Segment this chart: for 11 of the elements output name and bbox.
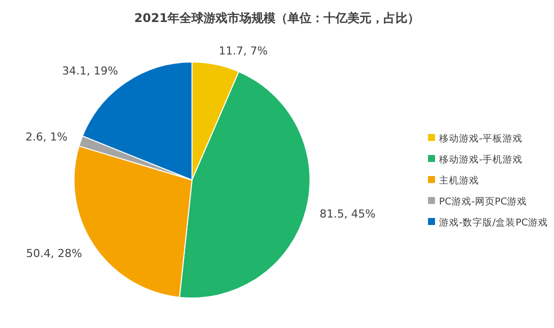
data-label: 34.1, 19% (62, 64, 118, 78)
legend-label: PC游戏-网页PC游戏 (439, 196, 528, 208)
data-label: 50.4, 28% (26, 247, 82, 260)
data-label: 11.7, 7% (218, 44, 268, 58)
legend-label: 移动游戏-平板游戏 (439, 132, 522, 144)
data-label: 81.5, 45% (320, 208, 376, 221)
data-label: 2.6, 1% (25, 130, 68, 144)
legend-label: 移动游戏-手机游戏 (439, 154, 522, 166)
legend-label: 主机游戏 (439, 174, 479, 186)
chart-title: 2021年全球游戏市场规模（单位：十亿美元，占比） (134, 11, 420, 25)
legend-label: 游戏-数字版/盒装PC游戏 (439, 216, 548, 228)
